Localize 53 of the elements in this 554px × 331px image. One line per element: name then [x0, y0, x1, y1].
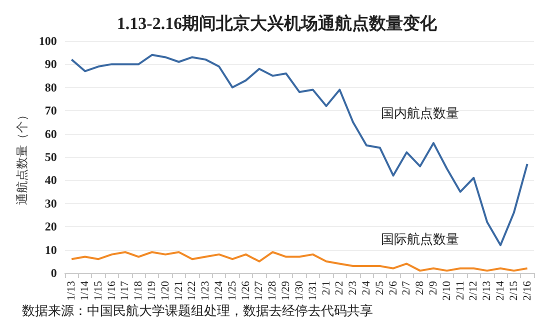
source-note: 数据来源：中国民航大学课题组处理，数据去经停去代码共享 — [22, 303, 373, 318]
x-tick-label: 2/11 — [454, 281, 466, 300]
x-tick-label: 2/14 — [494, 280, 506, 301]
x-tick-label: 2/4 — [360, 280, 372, 296]
x-tick-label: 1/14 — [79, 280, 92, 301]
x-tick-label: 1/17 — [119, 280, 132, 301]
x-tick-label: 2/6 — [387, 280, 400, 296]
x-tick-label: 1/16 — [106, 280, 118, 301]
x-tick-label: 1/25 — [226, 280, 238, 301]
y-tick-label: 30 — [44, 196, 57, 210]
y-tick-label: 90 — [44, 57, 57, 72]
line-series — [70, 54, 528, 246]
x-tick-label: 1/31 — [306, 281, 319, 301]
x-tick-label: 1/21 — [172, 281, 185, 301]
y-tick-label: 80 — [44, 80, 57, 94]
x-tick-label: 1/30 — [293, 280, 306, 301]
series-label: 国内航点数量 — [381, 105, 460, 120]
x-tick-label: 2/1 — [320, 281, 332, 296]
x-tick-label: 1/19 — [146, 280, 158, 301]
x-tick-label: 2/9 — [427, 280, 440, 296]
y-tick-label: 70 — [44, 104, 57, 118]
chart-title: 1.13-2.16期间北京大兴机场通航点数量变化 — [116, 14, 438, 33]
x-tick-label: 1/29 — [280, 280, 292, 301]
series-label: 国际航点数量 — [381, 232, 460, 247]
x-tick-label: 1/15 — [92, 280, 104, 301]
x-tick-label: 1/13 — [66, 280, 78, 301]
x-tick-label: 2/8 — [414, 280, 426, 296]
x-tick-label: 2/7 — [400, 280, 413, 296]
x-tick-label: 2/3 — [347, 280, 360, 296]
x-tick-label: 1/23 — [200, 280, 212, 301]
x-tick-label: 1/27 — [253, 280, 266, 301]
y-tick-label: 100 — [38, 34, 57, 48]
x-tick-label: 2/15 — [508, 280, 520, 301]
x-tick-label: 2/16 — [521, 280, 534, 301]
x-tick-label: 2/2 — [334, 281, 346, 296]
x-tick-label: 1/22 — [186, 281, 198, 301]
x-tick-label: 2/5 — [374, 280, 386, 296]
x-tick-label: 1/28 — [266, 280, 279, 301]
x-tick-label: 1/26 — [240, 280, 252, 301]
x-tick-label: 1/24 — [213, 280, 226, 301]
x-tick-label: 1/20 — [159, 280, 172, 301]
y-tick-label: 10 — [44, 242, 57, 257]
y-tick-label: 20 — [44, 220, 57, 234]
y-tick-label: 40 — [44, 173, 57, 188]
y-axis-title: 通航点数量（个） — [15, 109, 29, 205]
line-series — [70, 251, 528, 272]
y-tick-label: 0 — [50, 266, 57, 280]
x-tick-label: 2/12 — [468, 281, 480, 301]
y-tick-label: 50 — [44, 150, 57, 164]
y-tick-label: 60 — [44, 126, 57, 141]
x-tick-label: 1/18 — [132, 280, 145, 301]
x-tick-label: 2/10 — [440, 280, 453, 301]
x-tick-label: 2/13 — [481, 280, 494, 301]
